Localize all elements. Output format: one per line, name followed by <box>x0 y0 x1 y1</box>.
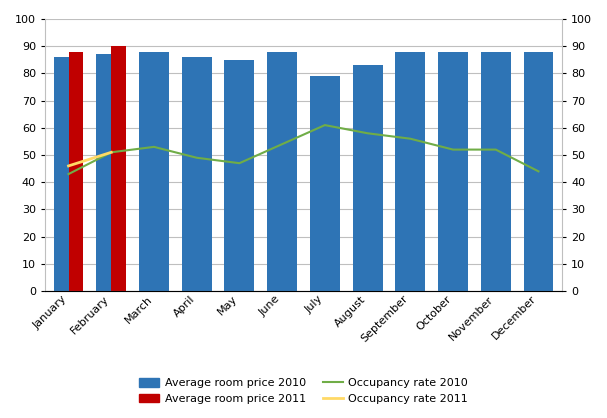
Bar <box>310 76 340 291</box>
Bar <box>395 52 426 291</box>
Bar <box>481 52 510 291</box>
Bar <box>353 65 382 291</box>
Bar <box>438 52 468 291</box>
Bar <box>181 57 212 291</box>
Bar <box>69 52 84 291</box>
Legend: Average room price 2010, Average room price 2011, Occupancy rate 2010, Occupancy: Average room price 2010, Average room pr… <box>135 374 472 408</box>
Bar <box>111 46 126 291</box>
Bar <box>225 60 254 291</box>
Bar <box>97 54 111 291</box>
Bar <box>53 57 69 291</box>
Bar <box>267 52 297 291</box>
Bar <box>523 52 554 291</box>
Bar <box>139 52 169 291</box>
